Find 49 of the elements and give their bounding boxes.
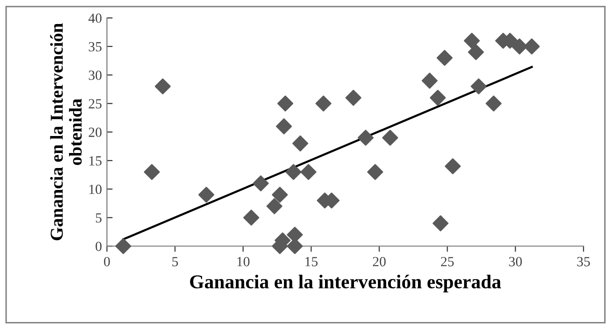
point xyxy=(272,186,288,203)
point xyxy=(367,164,384,180)
point xyxy=(436,50,453,66)
point xyxy=(285,164,302,180)
x-tick-label: 30 xyxy=(509,256,522,266)
point xyxy=(115,238,132,254)
x-tick-label: 0 xyxy=(104,256,110,266)
y-tick-label: 40 xyxy=(88,14,102,23)
point xyxy=(144,164,160,180)
y-tick-label: 35 xyxy=(88,42,102,52)
point xyxy=(470,78,487,94)
x-tick-label: 20 xyxy=(372,256,386,266)
point xyxy=(276,118,292,134)
y-axis-title: Ganancia en la Intervención obtenida xyxy=(50,23,82,240)
x-tick-label: 10 xyxy=(237,256,250,266)
point xyxy=(432,215,449,232)
y-tick-label: 25 xyxy=(88,99,102,108)
x-tick-label: 5 xyxy=(172,257,178,266)
y-tick-label: 5 xyxy=(96,213,102,223)
x-tick-label: 35 xyxy=(577,256,590,266)
x-axis-title: Ganancia en la intervención esperada xyxy=(190,274,502,292)
point xyxy=(277,96,294,112)
point xyxy=(345,90,362,106)
x-tick-label: 25 xyxy=(441,256,454,266)
point xyxy=(300,164,316,180)
point xyxy=(468,44,484,60)
y-tick-label: 15 xyxy=(89,156,102,166)
x-tick-label: 15 xyxy=(305,257,318,266)
point xyxy=(198,186,214,203)
point xyxy=(524,38,540,54)
y-tick-label: 10 xyxy=(89,184,102,194)
point xyxy=(292,135,308,152)
point xyxy=(252,175,269,192)
point xyxy=(382,130,398,146)
point xyxy=(243,210,260,226)
point xyxy=(464,32,480,49)
point xyxy=(430,90,446,106)
point xyxy=(486,96,502,112)
y-tick-label: 20 xyxy=(88,128,102,137)
point xyxy=(422,72,438,89)
point xyxy=(286,238,303,254)
point xyxy=(266,198,282,214)
point xyxy=(444,158,461,174)
point xyxy=(358,130,374,146)
y-tick-label: 0 xyxy=(96,242,102,252)
point xyxy=(512,38,528,54)
y-tick-label: 30 xyxy=(88,70,102,80)
point xyxy=(315,96,332,112)
point xyxy=(154,78,171,94)
